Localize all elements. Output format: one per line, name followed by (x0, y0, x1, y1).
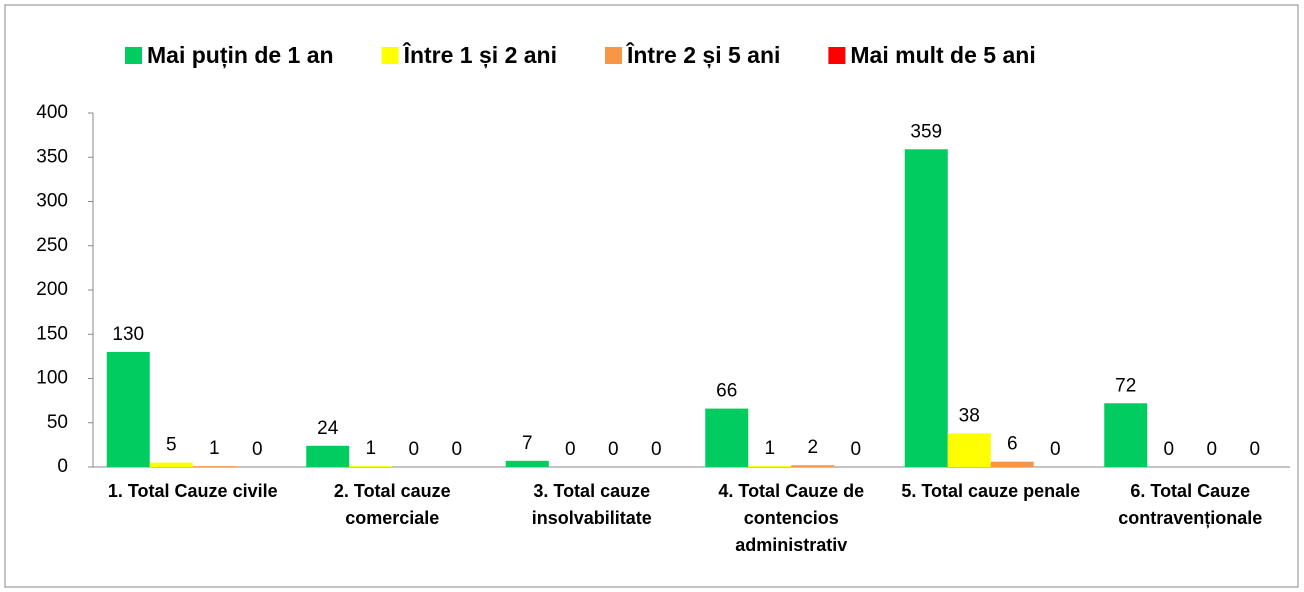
bar (990, 461, 1034, 467)
value-label: 38 (959, 405, 980, 426)
bar (904, 149, 948, 467)
y-tick-label: 250 (36, 235, 68, 256)
value-label: 72 (1115, 375, 1136, 396)
bar (349, 466, 393, 467)
legend-swatch (125, 47, 142, 64)
y-tick-label: 400 (36, 102, 68, 123)
value-label: 0 (252, 439, 263, 460)
x-tick-label: 5. Total cauze penale (901, 481, 1081, 501)
x-tick-label: 1. Total Cauze civile (107, 481, 278, 501)
value-label: 0 (850, 439, 861, 460)
bar (149, 462, 193, 467)
bar (192, 466, 236, 467)
x-tick-label: 4. Total Cauze de contencios administrat… (718, 481, 865, 555)
legend-label: Între 2 și 5 ani (626, 41, 780, 69)
legend-label: Mai mult de 5 ani (850, 42, 1035, 68)
bar (748, 466, 792, 467)
bar (306, 445, 350, 467)
y-tick-label: 150 (36, 323, 68, 344)
legend-label: Între 1 și 2 ani (403, 41, 557, 69)
value-label: 5 (166, 435, 177, 456)
x-tick-label: 6. Total Cauze contravenționale (1118, 481, 1263, 528)
value-label: 1 (365, 438, 376, 459)
value-label: 1 (764, 438, 775, 459)
bar (947, 433, 991, 467)
y-tick-label: 50 (47, 412, 68, 433)
bar (791, 465, 835, 467)
value-label: 0 (608, 439, 619, 460)
value-label: 0 (408, 439, 419, 460)
y-tick-label: 100 (36, 368, 68, 389)
value-label: 0 (1249, 439, 1260, 460)
value-label: 0 (451, 439, 462, 460)
bar (505, 460, 549, 467)
x-tick-label: 3. Total cauze insolvabilitate (531, 481, 652, 528)
y-tick-label: 350 (36, 146, 68, 167)
y-tick-label: 0 (57, 456, 68, 477)
value-label: 0 (651, 439, 662, 460)
bar (1104, 403, 1148, 467)
value-label: 359 (910, 121, 942, 142)
value-label: 0 (565, 439, 576, 460)
y-tick-label: 300 (36, 191, 68, 212)
legend-swatch (828, 47, 846, 64)
value-label: 130 (112, 324, 144, 345)
value-label: 24 (317, 418, 339, 439)
legend-swatch (381, 47, 399, 64)
bar (705, 408, 749, 467)
value-label: 7 (522, 433, 533, 454)
bar (106, 351, 150, 467)
chart-border (4, 4, 1299, 588)
value-label: 66 (716, 381, 737, 402)
value-label: 0 (1163, 439, 1174, 460)
value-label: 0 (1206, 439, 1217, 460)
value-label: 6 (1007, 434, 1018, 455)
y-tick-label: 200 (36, 279, 68, 300)
legend-label: Mai puțin de 1 an (147, 42, 334, 69)
value-label: 2 (807, 437, 818, 458)
x-tick-label: 2. Total cauze comerciale (333, 481, 451, 528)
value-label: 0 (1050, 439, 1061, 460)
legend-swatch (604, 47, 622, 64)
value-label: 1 (209, 438, 220, 459)
